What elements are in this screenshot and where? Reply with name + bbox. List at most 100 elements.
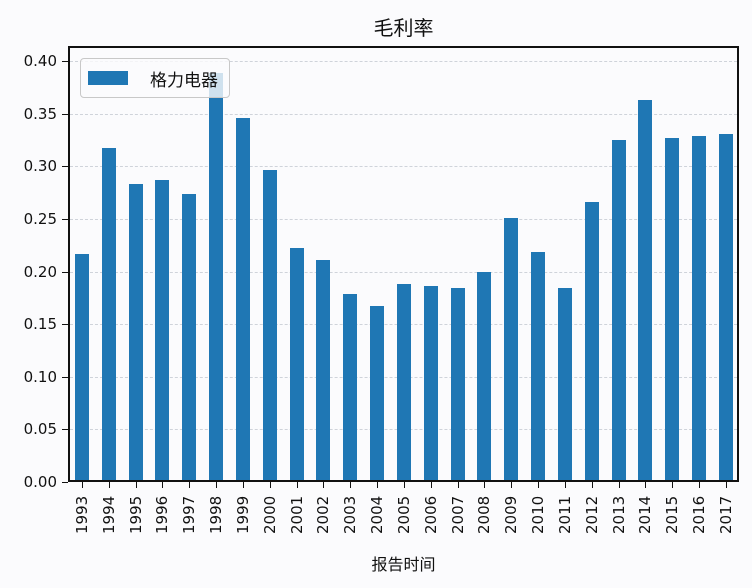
gridline xyxy=(70,166,737,168)
bar-2012 xyxy=(584,202,599,480)
x-tick-label: 2015 xyxy=(663,495,682,534)
x-tick-mark xyxy=(699,482,701,488)
gridline xyxy=(70,113,737,115)
y-tick-label: 0.35 xyxy=(23,104,57,123)
x-tick-mark xyxy=(269,482,271,488)
y-tick-label: 0.30 xyxy=(23,157,57,176)
bar-1996 xyxy=(155,180,170,480)
bar-2007 xyxy=(450,288,465,480)
x-tick-label: 1997 xyxy=(180,495,199,534)
x-tick-label: 2004 xyxy=(368,495,387,534)
bar-2011 xyxy=(557,288,572,480)
x-tick-label: 2013 xyxy=(609,495,628,534)
y-tick-label: 0.25 xyxy=(23,209,57,228)
x-tick-label: 2010 xyxy=(529,495,548,534)
x-tick-label: 2014 xyxy=(636,495,655,534)
x-tick-mark xyxy=(725,482,727,488)
x-axis-label: 报告时间 xyxy=(371,555,436,574)
x-tick-label: 2007 xyxy=(448,495,467,534)
bar-2006 xyxy=(423,286,438,480)
bar-2008 xyxy=(477,271,492,480)
x-tick-label: 2008 xyxy=(475,495,494,534)
y-tick-mark xyxy=(62,482,68,483)
x-tick-label: 2001 xyxy=(287,495,306,534)
x-tick-mark xyxy=(216,482,218,488)
x-tick-label: 1999 xyxy=(233,495,252,534)
x-tick-mark xyxy=(162,482,164,488)
x-tick-label: 2006 xyxy=(421,495,440,534)
x-tick-mark xyxy=(323,482,325,488)
x-tick-mark xyxy=(296,482,298,488)
bar-2014 xyxy=(638,100,653,480)
x-tick-label: 1994 xyxy=(99,495,118,534)
y-tick-mark xyxy=(62,166,68,168)
bar-2013 xyxy=(611,140,626,480)
y-tick-mark xyxy=(62,61,68,62)
bar-1995 xyxy=(128,184,143,480)
x-tick-mark xyxy=(618,482,620,488)
x-tick-mark xyxy=(135,482,137,488)
bar-1993 xyxy=(75,253,89,480)
x-tick-label: 2012 xyxy=(582,495,601,534)
x-tick-label: 1998 xyxy=(207,495,226,534)
y-tick-label: 0.20 xyxy=(23,262,57,281)
legend: 格力电器 xyxy=(80,58,230,98)
y-tick-label: 0.00 xyxy=(23,473,57,491)
x-tick-label: 2000 xyxy=(260,495,279,534)
gridline xyxy=(70,218,737,220)
bar-1994 xyxy=(101,148,116,480)
legend-label: 格力电器 xyxy=(150,70,218,91)
x-tick-mark xyxy=(457,482,459,488)
x-tick-mark xyxy=(403,482,405,488)
x-tick-label: 2003 xyxy=(341,495,360,534)
x-tick-mark xyxy=(484,482,486,488)
x-tick-label: 1996 xyxy=(153,495,172,534)
y-tick-mark xyxy=(62,376,68,378)
y-tick-mark xyxy=(62,113,68,115)
x-tick-label: 2017 xyxy=(716,495,735,534)
x-tick-label: 1995 xyxy=(126,495,145,534)
x-tick-mark xyxy=(350,482,352,488)
x-tick-mark xyxy=(189,482,191,488)
x-tick-label: 2016 xyxy=(690,495,709,534)
x-tick-mark xyxy=(511,482,513,488)
x-tick-mark xyxy=(242,482,244,488)
x-tick-label: 2009 xyxy=(502,495,521,534)
x-tick-mark xyxy=(538,482,540,488)
x-tick-mark xyxy=(564,482,566,488)
y-tick-mark xyxy=(62,218,68,220)
y-tick-label: 0.10 xyxy=(23,367,57,386)
x-tick-mark xyxy=(591,482,593,488)
chart-title: 毛利率 xyxy=(373,16,434,40)
y-tick-label: 0.05 xyxy=(23,420,57,439)
y-tick-mark xyxy=(62,324,68,326)
x-tick-label: 1993 xyxy=(73,495,91,534)
y-tick-label: 0.40 xyxy=(23,52,57,70)
x-tick-mark xyxy=(430,482,432,488)
bar-2016 xyxy=(692,135,707,480)
x-tick-mark xyxy=(672,482,674,488)
bar-1998 xyxy=(209,72,224,480)
bar-2002 xyxy=(316,260,331,480)
y-tick-mark xyxy=(62,429,68,431)
x-tick-label: 2011 xyxy=(555,495,574,534)
y-tick-label: 0.15 xyxy=(23,315,57,334)
x-tick-mark xyxy=(108,482,110,488)
gridline xyxy=(70,271,737,273)
x-tick-label: 2002 xyxy=(314,495,333,534)
bar-2001 xyxy=(289,248,304,480)
x-tick-mark xyxy=(82,482,83,488)
bar-2017 xyxy=(718,133,733,480)
bar-2015 xyxy=(665,137,680,480)
bar-1997 xyxy=(182,193,197,480)
bar-2010 xyxy=(531,251,546,480)
x-tick-mark xyxy=(645,482,647,488)
y-tick-mark xyxy=(62,271,68,273)
plot-area: 格力电器 xyxy=(68,46,739,482)
gridline xyxy=(70,61,737,62)
bar-2003 xyxy=(343,293,358,480)
bar-2005 xyxy=(396,284,411,480)
bar-2000 xyxy=(262,169,277,480)
x-tick-label: 2005 xyxy=(394,495,413,534)
bar-2004 xyxy=(370,306,385,480)
